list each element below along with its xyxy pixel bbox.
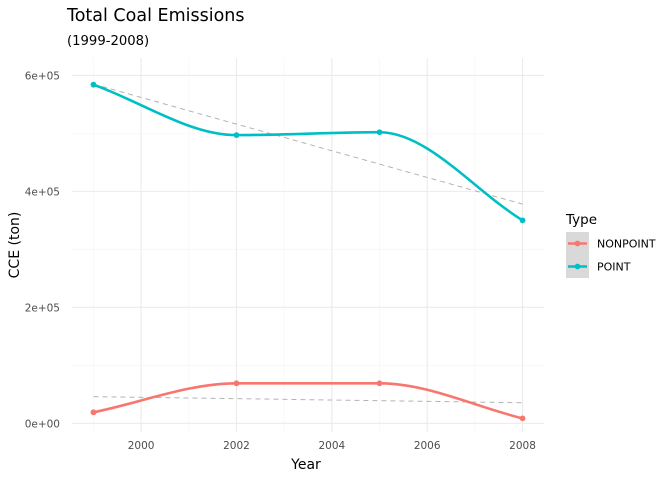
data-point-nonpoint xyxy=(519,415,526,422)
legend-key-point xyxy=(574,263,581,270)
trend-line-point xyxy=(93,83,523,205)
x-tick-label: 2000 xyxy=(128,440,155,452)
legend-items: NONPOINT POINT xyxy=(566,232,656,278)
legend-label: NONPOINT xyxy=(597,238,656,251)
grid xyxy=(72,58,544,432)
chart-subtitle: (1999-2008) xyxy=(67,34,149,49)
data-points xyxy=(90,81,526,422)
data-point-point xyxy=(233,132,240,139)
x-tick-label: 2006 xyxy=(414,440,441,452)
trend-lines xyxy=(93,83,523,404)
series-line-point xyxy=(92,83,524,222)
chart-title: Total Coal Emissions xyxy=(66,6,245,26)
y-tick-label: 2e+05 xyxy=(25,302,60,314)
data-point-nonpoint xyxy=(90,409,97,416)
legend-title: Type xyxy=(565,212,597,228)
x-tick-label: 2008 xyxy=(509,440,536,452)
x-tick-label: 2002 xyxy=(223,440,250,452)
x-axis-ticks: 2000 2002 2004 2006 2008 xyxy=(128,440,536,452)
y-tick-label: 4e+05 xyxy=(25,186,60,198)
legend-label: POINT xyxy=(597,261,631,274)
legend: Type NONPOINT POINT xyxy=(565,212,656,278)
y-axis-ticks: 0e+00 2e+05 4e+05 6e+05 xyxy=(25,70,60,430)
series-line-nonpoint xyxy=(92,381,524,420)
data-point-nonpoint xyxy=(376,380,383,387)
x-tick-label: 2004 xyxy=(318,440,345,452)
legend-item-nonpoint: NONPOINT xyxy=(566,232,656,255)
y-axis-title: CCE (ton) xyxy=(7,212,23,279)
x-axis-title: Year xyxy=(290,457,321,473)
y-tick-label: 6e+05 xyxy=(25,70,60,82)
series-lines xyxy=(92,83,524,420)
data-point-nonpoint xyxy=(233,380,240,387)
legend-item-point: POINT xyxy=(566,255,631,278)
data-point-point xyxy=(519,217,526,224)
y-tick-label: 0e+00 xyxy=(25,418,60,430)
legend-key-point xyxy=(574,240,581,247)
data-point-point xyxy=(376,129,383,136)
data-point-point xyxy=(90,81,97,88)
